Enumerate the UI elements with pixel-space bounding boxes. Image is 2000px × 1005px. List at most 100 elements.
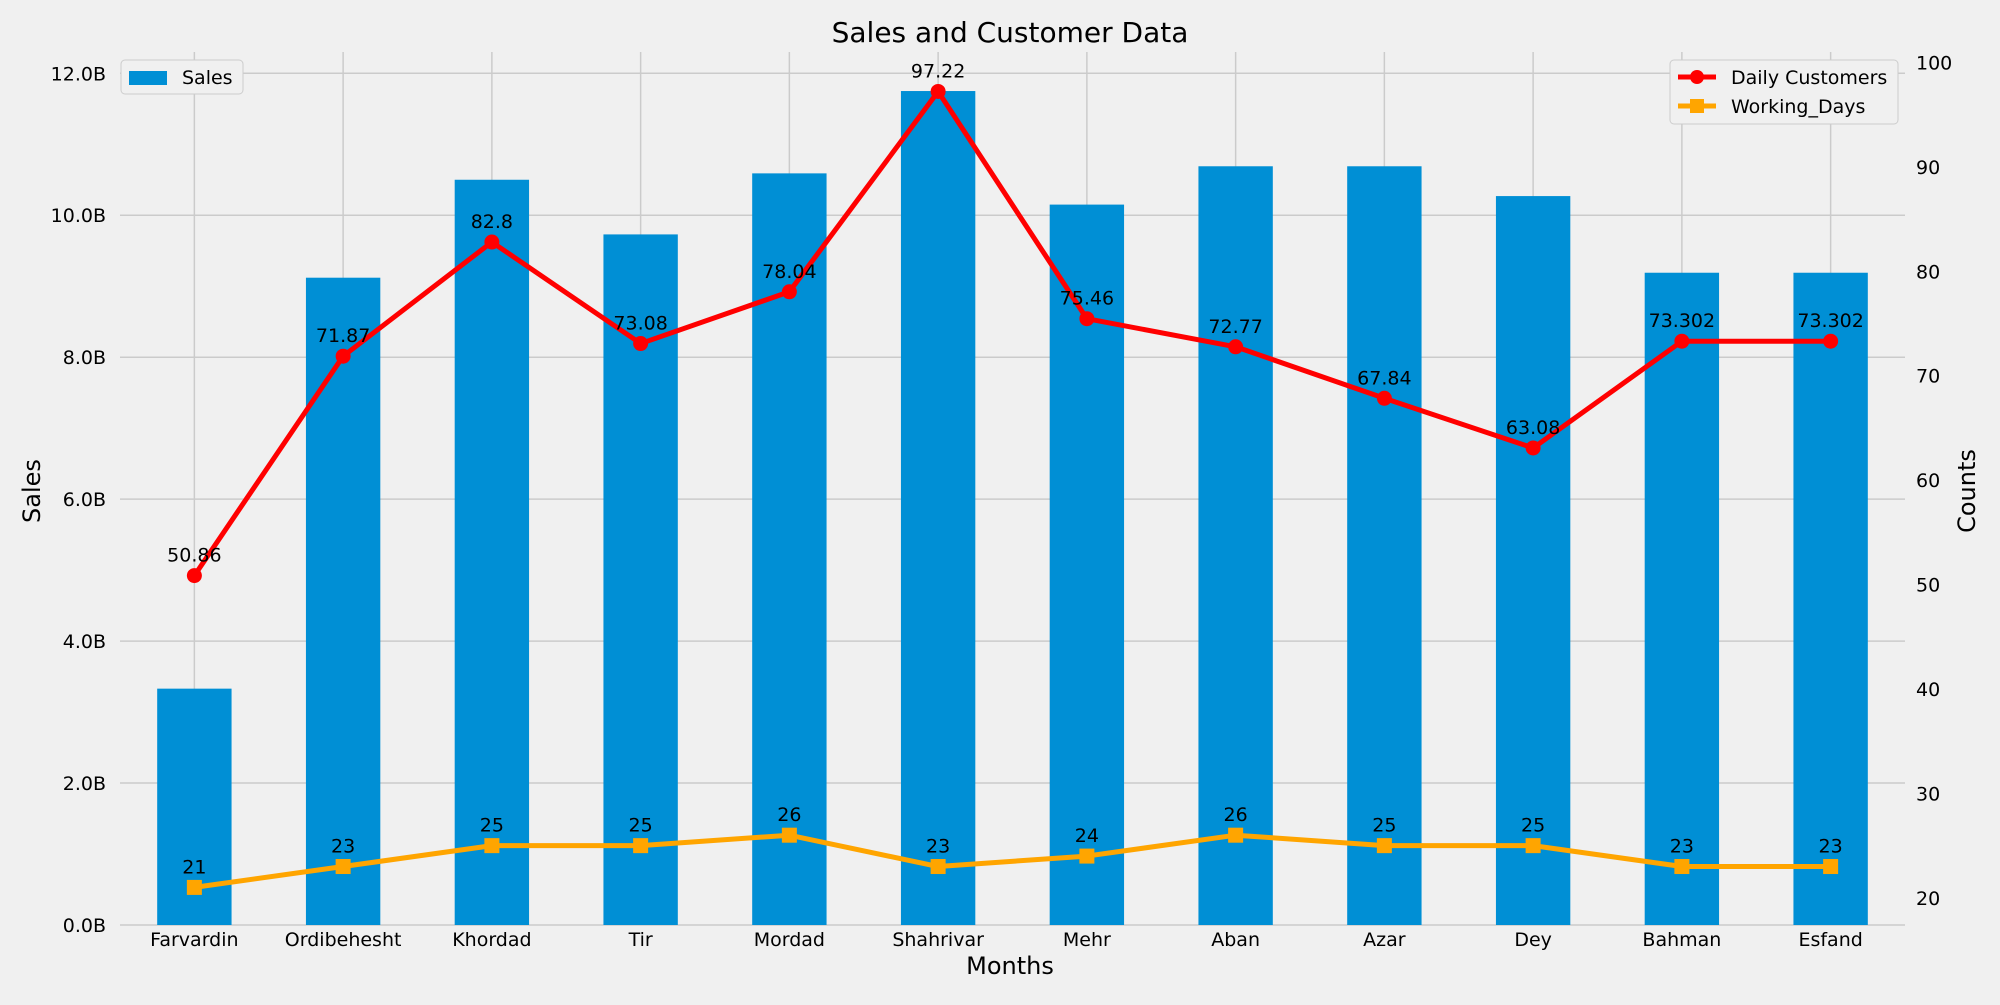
x-tick-label: Azar (1363, 929, 1406, 951)
data-label-working-days: 23 (1819, 836, 1843, 858)
x-tick-label: Ordibehesht (285, 929, 402, 951)
bar-sales-azar (1347, 166, 1422, 925)
legend-label-sales: Sales (182, 67, 233, 89)
data-label-daily-customers: 97.22 (911, 60, 965, 82)
data-label-daily-customers: 50.86 (167, 545, 221, 567)
legend-label-daily-customers: Daily Customers (1731, 67, 1887, 89)
data-label-daily-customers: 63.08 (1506, 417, 1560, 439)
x-tick-label: Mordad (754, 929, 825, 951)
data-label-working-days: 26 (1224, 804, 1248, 826)
data-label-daily-customers: 71.87 (316, 325, 370, 347)
axis-ticks: 0.0B 2.0B 4.0B 6.0B 8.0B 10.0B 12.0B Farvardin O… (51, 52, 1953, 951)
x-tick-label: Khordad (452, 929, 531, 951)
y-tick-label: 10.0B (51, 205, 106, 227)
data-label-daily-customers: 75.46 (1060, 288, 1114, 310)
point-working-days (1674, 859, 1690, 875)
point-working-days (781, 827, 797, 843)
point-working-days (484, 838, 500, 854)
sales-bars (157, 91, 1868, 926)
data-label-daily-customers: 73.08 (613, 313, 667, 335)
point-daily-customers (633, 336, 649, 352)
y2-axis-label: Counts (1953, 449, 1981, 533)
point-working-days (1823, 859, 1839, 875)
data-labels: 50.86 71.87 82.8 73.08 78.04 97.22 75.46 72.77 6… (167, 60, 1864, 878)
point-working-days (1376, 838, 1392, 854)
bar-sales-ordibehesht (305, 277, 381, 925)
bar-sales-khordad (454, 179, 530, 925)
data-label-working-days: 25 (1521, 815, 1545, 837)
point-daily-customers (1823, 333, 1839, 349)
data-label-working-days: 25 (629, 815, 653, 837)
point-working-days (1228, 827, 1244, 843)
y-axis-label: Sales (18, 459, 46, 523)
line-series (186, 83, 1839, 895)
point-daily-customers (1079, 311, 1095, 327)
x-tick-label: Esfand (1798, 929, 1862, 951)
legend-left: Sales (120, 59, 244, 95)
y2-tick-label: 50 (1916, 575, 1940, 597)
point-daily-customers (484, 234, 500, 250)
legend-swatch-sales (129, 71, 167, 85)
bar-sales-aban (1198, 166, 1273, 925)
data-label-working-days: 21 (182, 856, 206, 878)
line-working-days (194, 832, 1831, 890)
point-daily-customers (930, 83, 946, 99)
point-working-days (186, 879, 202, 895)
chart-title: Sales and Customer Data (832, 16, 1189, 49)
x-axis-label: Months (966, 952, 1054, 980)
point-daily-customers (1674, 333, 1690, 349)
y-tick-label: 4.0B (63, 631, 106, 653)
y-tick-label: 6.0B (63, 489, 106, 511)
line-daily-customers (192, 88, 1831, 577)
y2-tick-label: 30 (1916, 783, 1940, 805)
data-label-working-days: 23 (331, 836, 355, 858)
y2-tick-label: 80 (1916, 261, 1940, 283)
bar-sales-esfand (1793, 272, 1868, 926)
x-tick-label: Aban (1211, 929, 1260, 951)
y-tick-label: 12.0B (51, 63, 106, 85)
grid-lines (120, 52, 1905, 926)
point-daily-customers (335, 348, 351, 364)
x-tick-label: Tir (628, 929, 653, 951)
legend-marker-daily-customers (1690, 70, 1704, 84)
y2-tick-label: 70 (1916, 366, 1940, 388)
legend-label-working-days: Working_Days (1731, 96, 1865, 118)
bar-sales-shahrivar (900, 91, 976, 926)
x-tick-label: Dey (1514, 929, 1552, 951)
x-tick-label: Farvardin (150, 929, 238, 951)
y-tick-label: 2.0B (63, 773, 106, 795)
data-label-daily-customers: 73.302 (1649, 310, 1715, 332)
data-label-daily-customers: 82.8 (471, 211, 513, 233)
x-tick-label: Bahman (1642, 929, 1721, 951)
data-label-working-days: 24 (1075, 825, 1099, 847)
y2-tick-label: 100 (1916, 52, 1952, 74)
point-working-days (633, 838, 649, 854)
data-label-daily-customers: 72.77 (1208, 316, 1262, 338)
y2-tick-label: 20 (1916, 888, 1940, 910)
data-label-working-days: 25 (1372, 815, 1396, 837)
point-working-days (1079, 848, 1095, 864)
y2-tick-label: 40 (1916, 679, 1940, 701)
point-daily-customers (781, 284, 797, 300)
point-daily-customers (186, 568, 202, 584)
x-tick-label: Mehr (1063, 929, 1111, 951)
point-working-days (335, 859, 351, 875)
y-tick-label: 8.0B (63, 347, 106, 369)
legend-marker-working-days (1690, 99, 1704, 113)
data-label-working-days: 23 (1670, 836, 1694, 858)
x-tick-label: Shahrivar (892, 929, 984, 951)
y-tick-label: 0.0B (63, 915, 106, 937)
bar-sales-dey (1495, 196, 1571, 925)
y2-tick-label: 60 (1916, 470, 1940, 492)
point-working-days (930, 859, 946, 875)
data-label-working-days: 26 (777, 804, 801, 826)
point-daily-customers (1525, 440, 1541, 456)
data-label-working-days: 25 (480, 815, 504, 837)
y2-tick-label: 90 (1916, 157, 1940, 179)
data-label-daily-customers: 78.04 (762, 261, 816, 283)
data-label-daily-customers: 67.84 (1357, 367, 1411, 389)
data-label-daily-customers: 73.302 (1797, 310, 1863, 332)
data-label-working-days: 23 (926, 836, 950, 858)
